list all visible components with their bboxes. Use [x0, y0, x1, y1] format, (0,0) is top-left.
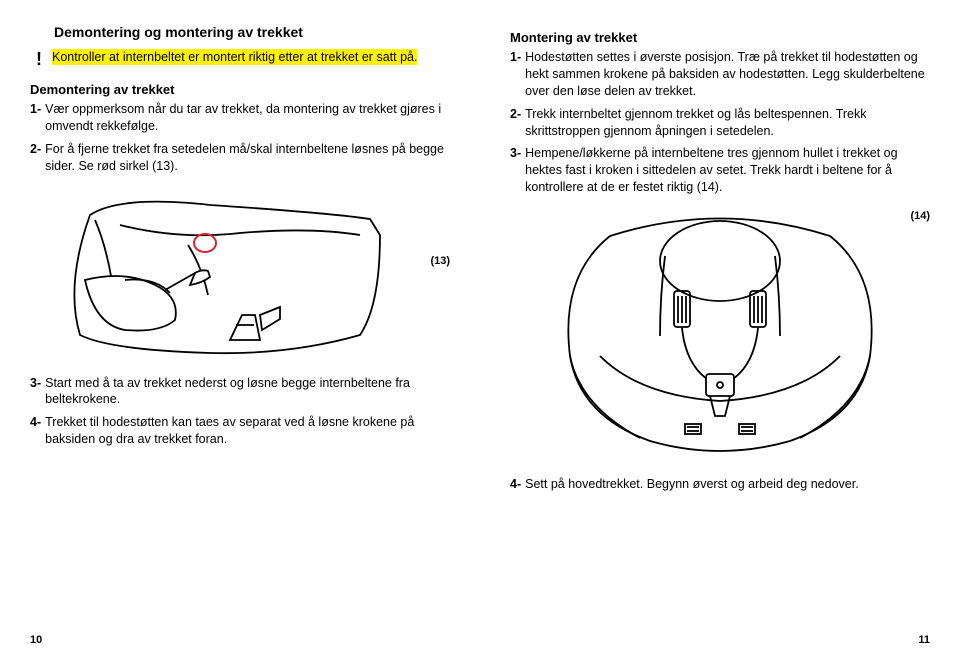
warning-row: ! Kontroller at internbeltet er montert … [30, 48, 450, 68]
left-item-2: 2- For å fjerne trekket fra setedelen må… [30, 141, 450, 175]
warning-icon: ! [36, 50, 42, 68]
heading-left: Demontering og montering av trekket [54, 24, 450, 40]
figure-14-svg [510, 206, 930, 466]
page-number-right: 11 [918, 634, 930, 646]
right-content: Montering av trekket 1- Hodestøtten sett… [510, 24, 930, 644]
left-item-3: 3- Start med å ta av trekket nederst og … [30, 375, 450, 409]
right-item-3: 3- Hempene/løkkerne på internbeltene tre… [510, 145, 930, 196]
right-item-4: 4- Sett på hovedtrekket. Begynn øverst o… [510, 476, 930, 493]
page-left: Demontering og montering av trekket ! Ko… [0, 0, 480, 660]
figure-13: (13) [30, 185, 450, 365]
figure-14-label: (14) [910, 210, 930, 222]
figure-14: (14) [510, 206, 930, 466]
right-item-1: 1- Hodestøtten settes i øverste posisjon… [510, 49, 930, 100]
right-item-2: 2- Trekk internbeltet gjennom trekket og… [510, 106, 930, 140]
figure-13-label: (13) [430, 255, 450, 267]
subheading-demontering: Demontering av trekket [30, 82, 450, 97]
left-item-1: 1- Vær oppmerksom når du tar av trekket,… [30, 101, 450, 135]
page-right: Montering av trekket 1- Hodestøtten sett… [480, 0, 960, 660]
left-item-4: 4- Trekket til hodestøtten kan taes av s… [30, 414, 450, 448]
subheading-montering: Montering av trekket [510, 30, 930, 45]
warning-text: Kontroller at internbeltet er montert ri… [52, 48, 417, 66]
page-number-left: 10 [30, 634, 42, 646]
left-content: Demontering og montering av trekket ! Ko… [30, 24, 450, 644]
figure-13-svg [30, 185, 450, 365]
